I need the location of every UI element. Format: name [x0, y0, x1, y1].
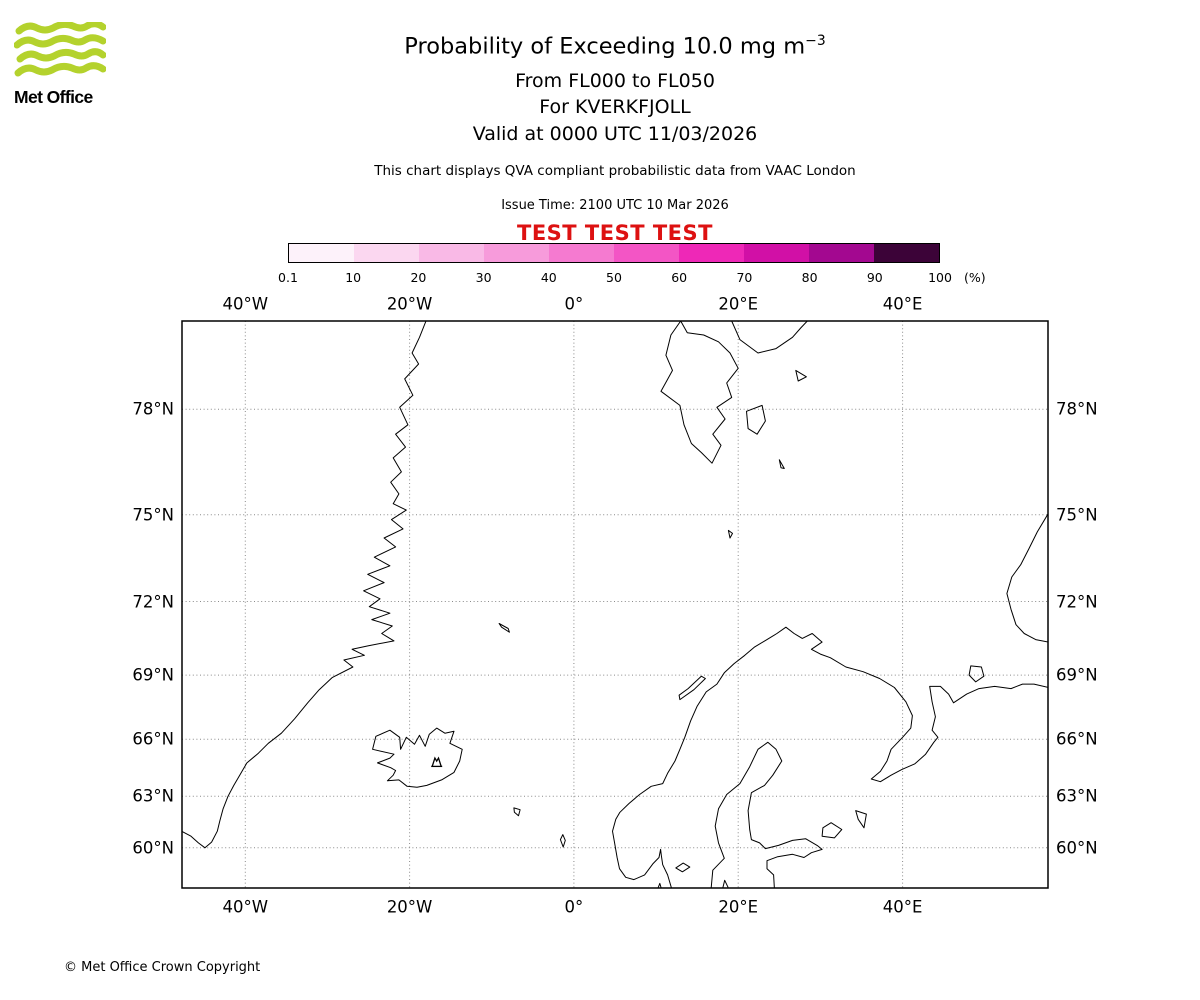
map-canvas: [181, 320, 1049, 889]
coastline-scandinavia-mainland: [612, 626, 1048, 888]
colorbar-tick-label-70: 70: [736, 270, 753, 285]
coastline-kolguyev: [968, 665, 985, 683]
lat-label-left-0: 78°N: [132, 399, 174, 419]
issue-time: Issue Time: 2100 UTC 10 Mar 2026: [501, 198, 729, 213]
colorbar-segment-3: [484, 244, 549, 262]
coastline-denmark-skagen: [657, 882, 662, 888]
logo-wave-icon: [16, 48, 106, 63]
logo-wave-icon: [14, 34, 106, 49]
coastline-nordaustlandet: [731, 321, 808, 354]
lat-label-left-3: 69°N: [132, 665, 174, 685]
met-office-logo: Met Office: [14, 22, 118, 108]
lon-label-bottom-0: 40°W: [222, 897, 269, 917]
subtitle-volcano: For KVERKFJOLL: [539, 96, 691, 118]
lon-label-bottom-1: 20°W: [386, 897, 433, 917]
volcano-marker-icon: [431, 756, 443, 768]
lat-label-left-1: 75°N: [132, 505, 174, 525]
lat-label-right-6: 60°N: [1056, 838, 1098, 858]
met-office-logo-text: Met Office: [14, 87, 93, 107]
colorbar-segment-8: [809, 244, 874, 262]
coastline-edgeoya: [746, 404, 766, 435]
lon-label-top-1: 20°W: [386, 294, 433, 314]
coastline-lake-onega: [855, 810, 867, 829]
coastline-hopen: [778, 459, 785, 469]
test-banner: TEST TEST TEST: [517, 221, 713, 245]
lon-label-bottom-4: 40°E: [882, 897, 923, 917]
coastline-shetland: [559, 834, 566, 848]
colorbar-tick-label-100: 100: [928, 270, 952, 285]
colorbar-tick-label-80: 80: [801, 270, 818, 285]
coastline-gotland: [722, 879, 729, 888]
colorbar-segment-0: [289, 244, 354, 262]
colorbar-tick-label-40: 40: [540, 270, 557, 285]
qva-description: This chart displays QVA compliant probab…: [374, 163, 856, 179]
lat-label-right-4: 66°N: [1056, 729, 1098, 749]
lat-label-left-5: 63°N: [132, 786, 174, 806]
coastline-iceland: [372, 727, 463, 788]
coastline-lofoten: [678, 675, 706, 701]
coastline-lake-vanern: [675, 862, 691, 873]
colorbar-tick-label-20: 20: [410, 270, 427, 285]
lon-label-top-0: 40°W: [222, 294, 269, 314]
colorbar-segment-4: [549, 244, 614, 262]
colorbar-segment-7: [744, 244, 809, 262]
lon-label-top-2: 0°: [564, 294, 584, 314]
colorbar-tick-label-10: 10: [345, 270, 362, 285]
met-office-logo-waves: [14, 22, 106, 77]
coastline-baltic-coast: [710, 741, 823, 888]
logo-wave-icon: [15, 22, 106, 35]
lat-label-left-4: 66°N: [132, 729, 174, 749]
colorbar-tick-label-90: 90: [866, 270, 883, 285]
page-title: Probability of Exceeding 10.0 mg m−3: [404, 33, 826, 60]
lat-label-right-0: 78°N: [1056, 399, 1098, 419]
lat-label-right-1: 75°N: [1056, 505, 1098, 525]
coastline-spitsbergen: [660, 321, 739, 464]
probability-colorbar: [288, 243, 940, 263]
colorbar-segment-9: [874, 244, 939, 262]
subtitle-valid-time: Valid at 0000 UTC 11/03/2026: [472, 122, 758, 145]
lon-label-top-3: 20°E: [718, 294, 759, 314]
coastline-bear-island: [727, 529, 733, 539]
colorbar-tick-label-60: 60: [671, 270, 688, 285]
copyright-notice: © Met Office Crown Copyright: [64, 960, 261, 975]
lon-label-bottom-2: 0°: [564, 897, 584, 917]
title-exponent: −3: [805, 33, 826, 49]
coastline-kong-karls-land: [795, 369, 807, 382]
colorbar-tick-label-30: 30: [475, 270, 492, 285]
coastline-jan-mayen: [498, 623, 510, 633]
coastline-greenland: [182, 321, 427, 849]
map-frame: [181, 320, 1049, 889]
colorbar-unit-label: (%): [964, 270, 986, 285]
lat-label-left-2: 72°N: [132, 592, 174, 611]
colorbar-segment-5: [614, 244, 679, 262]
colorbar-segment-1: [354, 244, 419, 262]
lon-label-top-4: 40°E: [882, 294, 923, 314]
lat-label-right-5: 63°N: [1056, 786, 1098, 806]
coastline-lake-ladoga: [821, 822, 843, 839]
lat-label-left-6: 60°N: [132, 838, 174, 858]
logo-wave-icon: [14, 62, 106, 77]
coastline-faroe-islands: [513, 807, 521, 817]
colorbar-segment-2: [419, 244, 484, 262]
chart-header: Probability of Exceeding 10.0 mg m−3 Fro…: [15, 26, 1200, 245]
colorbar-segment-6: [679, 244, 744, 262]
lat-label-right-2: 72°N: [1056, 592, 1098, 611]
colorbar-tick-label-0.1: 0.1: [278, 270, 298, 285]
coastline-novaya-zemlya: [1006, 513, 1048, 643]
lon-label-bottom-3: 20°E: [718, 897, 759, 917]
colorbar-tick-label-50: 50: [606, 270, 622, 285]
lat-label-right-3: 69°N: [1056, 665, 1098, 685]
subtitle-flight-levels: From FL000 to FL050: [515, 69, 715, 92]
